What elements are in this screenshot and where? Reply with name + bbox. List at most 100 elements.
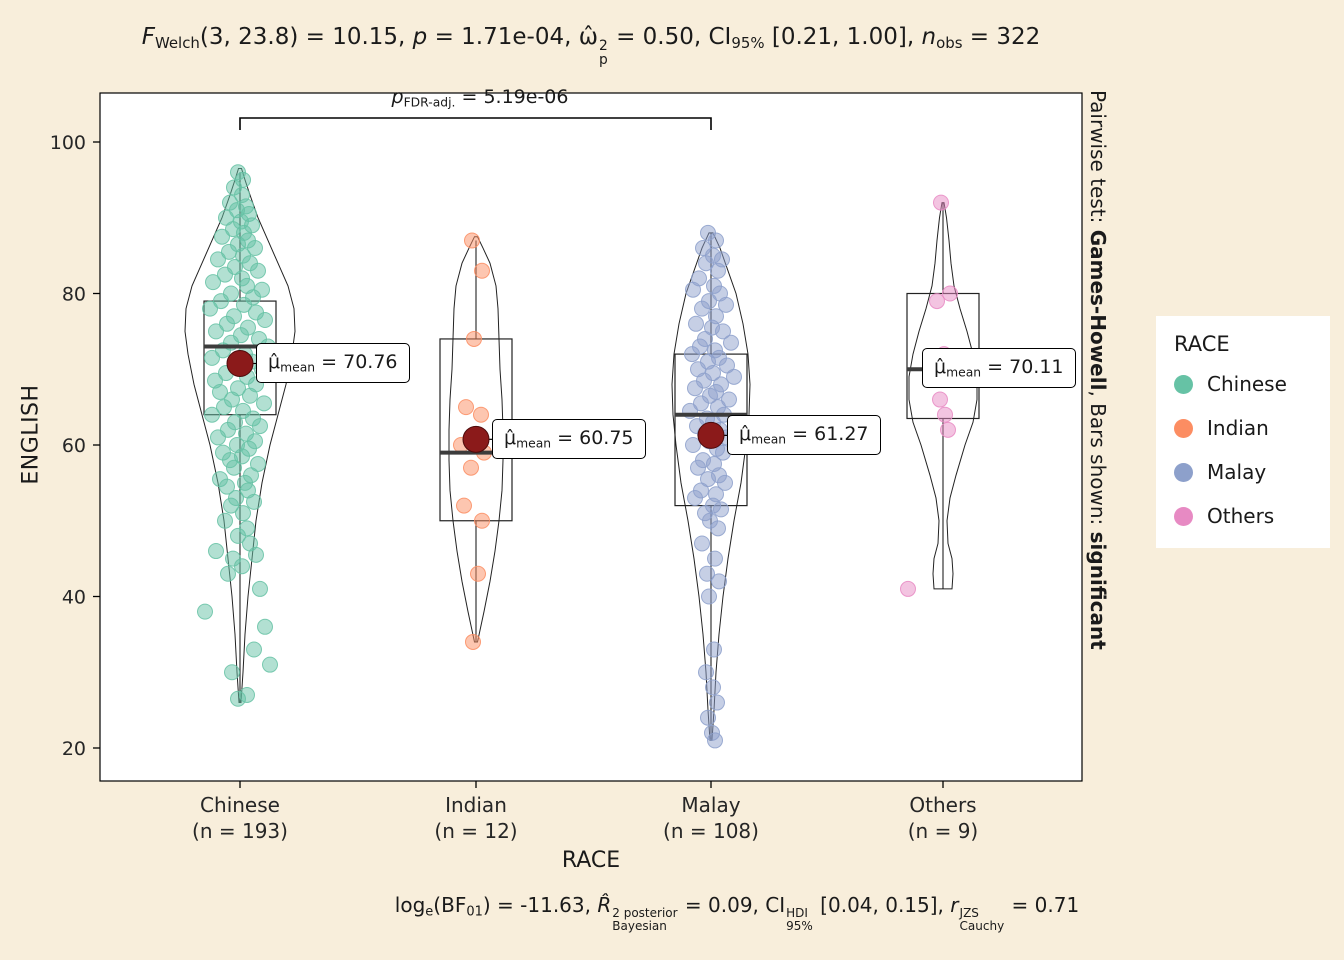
data-point-malay <box>711 573 727 590</box>
data-point-chinese <box>230 690 246 707</box>
data-point-malay <box>723 334 739 351</box>
data-point-indian <box>474 262 490 279</box>
data-point-chinese <box>226 459 242 476</box>
data-point-others <box>900 580 916 597</box>
data-point-others <box>932 391 948 408</box>
mean-dot-malay <box>697 421 725 449</box>
data-point-indian <box>465 633 481 650</box>
data-point-malay <box>718 296 734 313</box>
data-point-others <box>940 421 956 438</box>
data-point-chinese <box>210 251 226 268</box>
mean-dot-indian <box>462 425 490 453</box>
legend-item-label: Chinese <box>1207 372 1287 396</box>
data-point-malay <box>706 641 722 658</box>
legend-item-others: Others <box>1174 504 1330 528</box>
data-point-chinese <box>236 296 252 313</box>
data-point-malay <box>694 300 710 317</box>
data-point-malay <box>685 437 701 453</box>
data-point-chinese <box>212 383 228 400</box>
data-point-chinese <box>217 266 233 283</box>
legend-item-label: Malay <box>1207 460 1267 484</box>
data-point-malay <box>705 679 721 696</box>
data-point-chinese <box>219 478 235 495</box>
data-point-malay <box>710 520 726 537</box>
data-point-malay <box>717 474 733 491</box>
data-point-others <box>929 293 945 310</box>
data-point-chinese <box>204 406 220 423</box>
data-point-chinese <box>224 664 240 681</box>
legend-key-icon <box>1174 506 1193 526</box>
data-point-chinese <box>214 228 230 245</box>
data-point-others <box>942 285 958 302</box>
mean-label-indian: μ̂mean = 60.75 <box>492 419 646 459</box>
legend-title: RACE <box>1174 332 1230 356</box>
legend-item-label: Others <box>1207 504 1275 528</box>
data-point-malay <box>701 588 717 605</box>
data-point-chinese <box>216 399 232 416</box>
data-point-chinese <box>246 493 262 510</box>
y-tick-label: 80 <box>62 284 86 306</box>
data-point-malay <box>713 501 729 518</box>
x-axis-title: RACE <box>561 848 621 873</box>
legend-item-indian: Indian <box>1174 416 1330 440</box>
data-point-others <box>937 406 953 423</box>
data-point-indian <box>463 459 479 476</box>
data-point-malay <box>688 315 704 332</box>
data-point-malay <box>684 346 700 363</box>
mean-dot-chinese <box>226 349 254 377</box>
x-tick-label-malay: Malay (n = 108) <box>663 793 759 843</box>
data-point-malay <box>698 255 714 272</box>
data-point-chinese <box>257 618 273 635</box>
data-point-indian <box>473 406 489 423</box>
data-point-chinese <box>230 527 246 544</box>
data-point-chinese <box>256 395 272 412</box>
y-tick-label: 40 <box>62 587 86 609</box>
legend-items: Chinese Indian Malay Others <box>1174 372 1330 528</box>
legend: RACE Chinese Indian Malay Others <box>1156 316 1330 548</box>
data-point-malay <box>709 694 725 711</box>
data-point-chinese <box>204 349 220 366</box>
data-point-chinese <box>210 429 226 446</box>
stats-subtitle: FWelch(3, 23.8) = 10.15, p = 1.71e-04, ω… <box>141 24 1041 69</box>
data-point-chinese <box>208 323 224 340</box>
data-point-chinese <box>220 565 236 582</box>
data-point-indian <box>466 330 482 347</box>
legend-item-label: Indian <box>1207 416 1269 440</box>
data-point-chinese <box>262 656 278 673</box>
data-point-chinese <box>246 641 262 658</box>
data-point-chinese <box>252 580 268 597</box>
data-point-chinese <box>202 300 218 317</box>
data-point-chinese <box>250 262 266 279</box>
data-point-chinese <box>217 512 233 529</box>
data-point-malay <box>685 281 701 298</box>
data-point-indian <box>474 512 490 529</box>
data-point-malay <box>693 395 709 412</box>
y-tick-label: 100 <box>50 132 86 154</box>
data-point-chinese <box>234 558 250 575</box>
y-axis-title: ENGLISH <box>18 384 44 485</box>
data-point-chinese <box>213 293 229 310</box>
pairwise-test-note: Pairwise test: Games-Howell, Bars shown:… <box>1086 90 1110 650</box>
data-point-indian <box>456 497 472 514</box>
data-point-chinese <box>242 387 258 404</box>
data-point-indian <box>464 232 480 249</box>
data-point-malay <box>700 709 716 726</box>
data-point-indian <box>470 565 486 582</box>
data-point-malay <box>687 490 703 507</box>
data-point-chinese <box>205 274 221 291</box>
legend-item-malay: Malay <box>1174 460 1330 484</box>
data-point-indian <box>458 399 474 416</box>
data-point-chinese <box>257 312 273 329</box>
bayes-caption: loge(BF01) = -11.63, R̂ 2 posterior Bayesi… <box>394 893 1080 933</box>
data-point-chinese <box>219 315 235 332</box>
data-point-malay <box>715 323 731 340</box>
legend-key-icon <box>1174 462 1193 482</box>
data-point-malay <box>710 262 726 279</box>
data-point-chinese <box>248 546 264 563</box>
data-point-chinese <box>235 505 251 522</box>
data-point-chinese <box>208 543 224 560</box>
legend-item-chinese: Chinese <box>1174 372 1330 396</box>
data-point-malay <box>699 565 715 582</box>
y-tick-label: 20 <box>62 738 86 760</box>
data-point-malay <box>707 732 723 749</box>
